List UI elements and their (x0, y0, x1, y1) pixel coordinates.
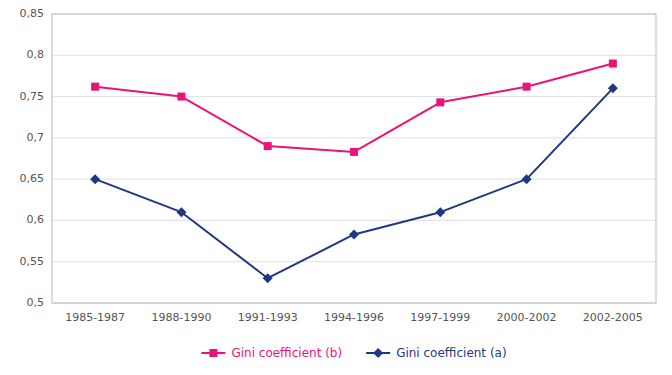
point (436, 98, 444, 106)
legend-marker (209, 349, 217, 357)
plot-area (90, 60, 618, 284)
y-tick-label: 0,55 (20, 255, 45, 268)
y-grid (52, 14, 656, 303)
point (435, 207, 445, 217)
point (350, 148, 358, 156)
y-tick-labels: 0,5 0,55 0,6 0,65 0,7 0,75 0,8 0,85 (20, 7, 45, 309)
chart-container: 0,50,550,60,650,70,750,80,851985-1987198… (0, 0, 672, 375)
point (177, 93, 185, 101)
x-tick-label: 2000-2002 (497, 311, 557, 324)
grid-line (52, 261, 656, 262)
series (91, 60, 617, 156)
point (522, 174, 532, 184)
series-line (95, 64, 613, 152)
y-tick-label: 0,8 (27, 48, 45, 61)
x-tick-label: 1997-1999 (410, 311, 470, 324)
point (523, 83, 531, 91)
x-tick-label: 1988-1990 (151, 311, 211, 324)
y-tick-label: 0,85 (20, 7, 45, 20)
y-tick-label: 0,65 (20, 172, 45, 185)
chart: 0,50,550,60,650,70,750,80,851985-1987198… (0, 0, 672, 375)
legend-item: Gini coefficient (b) (201, 346, 342, 360)
grid-line (52, 55, 656, 56)
x-tick-labels: 1985-1987 1988-1990 1991-1993 1994-1996 1997… (65, 311, 643, 324)
legend-item: Gini coefficient (a) (366, 346, 506, 360)
grid-line (52, 179, 656, 180)
point (608, 83, 618, 93)
point (263, 273, 273, 283)
point (349, 229, 359, 239)
y-tick-label: 0,75 (20, 90, 45, 103)
x-tick-label: 1985-1987 (65, 311, 125, 324)
grid-line (52, 96, 656, 97)
legend-label: Gini coefficient (a) (396, 346, 506, 360)
x-tick-label: 2002-2005 (583, 311, 643, 324)
point (176, 207, 186, 217)
plot-frame (52, 14, 656, 303)
y-tick-label: 0,7 (27, 131, 45, 144)
legend: Gini coefficient (b) Gini coefficient (a) (201, 346, 506, 360)
x-tick-label: 1991-1993 (238, 311, 298, 324)
series (90, 83, 618, 283)
legend-label: Gini coefficient (b) (231, 346, 342, 360)
legend-marker (373, 348, 383, 358)
series-line (95, 88, 613, 278)
point (90, 174, 100, 184)
point (91, 83, 99, 91)
point (609, 60, 617, 68)
y-tick-label: 0,5 (27, 296, 45, 309)
y-tick-label: 0,6 (27, 213, 45, 226)
x-tick-label: 1994-1996 (324, 311, 384, 324)
point (264, 142, 272, 150)
grid-line (52, 220, 656, 221)
